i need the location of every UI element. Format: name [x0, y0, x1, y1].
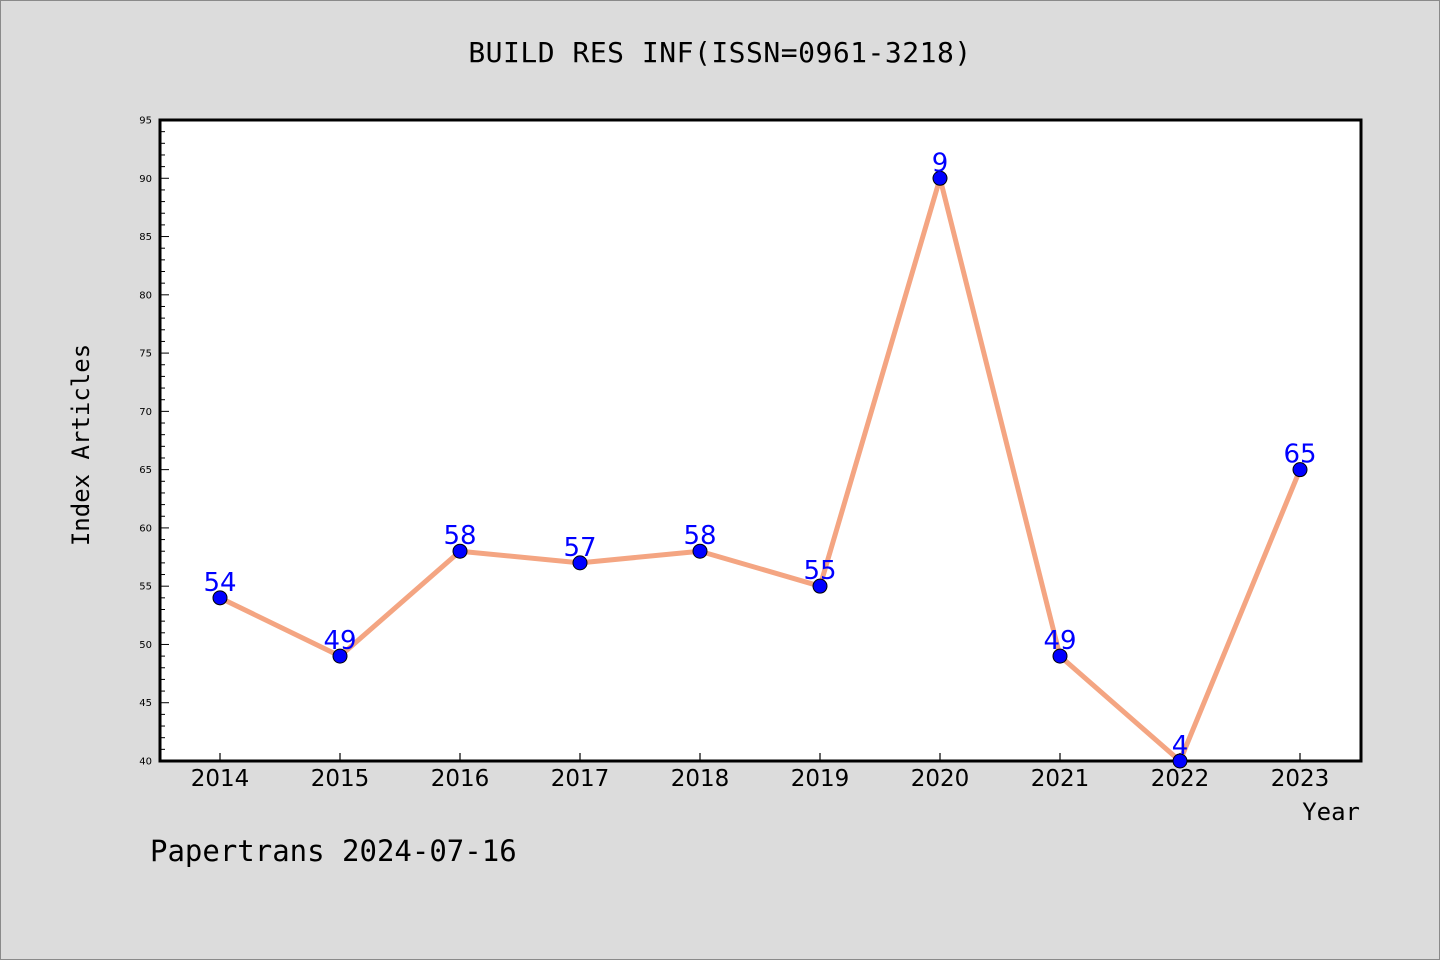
x-tick-label: 2014 [191, 766, 250, 792]
y-tick-label: 95 [139, 116, 152, 127]
x-tick-label: 2018 [671, 766, 730, 792]
data-label: 55 [803, 556, 836, 586]
y-tick-label: 60 [139, 523, 152, 534]
data-point [932, 170, 948, 186]
data-point [1172, 753, 1188, 769]
data-label: 9 [932, 148, 949, 178]
data-label: 49 [323, 626, 356, 656]
x-tick-label: 2021 [1031, 766, 1090, 792]
y-tick-label: 45 [139, 698, 152, 709]
y-tick-label: 85 [139, 232, 152, 243]
data-point [332, 648, 348, 664]
x-tick-label: 2016 [431, 766, 490, 792]
data-point [572, 555, 588, 571]
y-tick-label: 40 [139, 757, 152, 768]
data-label: 58 [683, 521, 716, 551]
y-tick-label: 90 [139, 174, 152, 185]
x-tick-label: 2023 [1271, 766, 1330, 792]
data-label: 65 [1283, 440, 1316, 470]
y-tick-label: 75 [139, 349, 152, 360]
data-label: 57 [563, 533, 596, 563]
y-tick-label: 70 [139, 407, 152, 418]
y-tick-label: 55 [139, 582, 152, 593]
data-label: 54 [203, 568, 236, 598]
y-tick-label: 80 [139, 290, 152, 301]
data-point [1292, 462, 1308, 478]
data-point [812, 578, 828, 594]
y-axis-title: Index Articles [67, 344, 95, 546]
chart-title: BUILD RES INF(ISSN=0961-3218) [468, 36, 972, 69]
footer-note: Papertrans 2024-07-16 [150, 834, 517, 868]
plot-area [158, 118, 1363, 763]
data-point [1052, 648, 1068, 664]
y-tick-label: 65 [139, 465, 152, 476]
data-label: 4 [1172, 731, 1189, 761]
x-tick-label: 2017 [551, 766, 610, 792]
x-tick-label: 2022 [1151, 766, 1210, 792]
series-line [217, 175, 1303, 764]
x-tick-label: 2019 [791, 766, 850, 792]
x-axis-title: Year [1302, 798, 1360, 826]
data-label: 58 [443, 521, 476, 551]
x-tick-label: 2015 [311, 766, 370, 792]
data-label: 49 [1043, 626, 1076, 656]
data-point [692, 543, 708, 559]
x-tick-label: 2020 [911, 766, 970, 792]
y-tick-label: 50 [139, 640, 152, 651]
data-point [452, 543, 468, 559]
data-point [212, 590, 228, 606]
